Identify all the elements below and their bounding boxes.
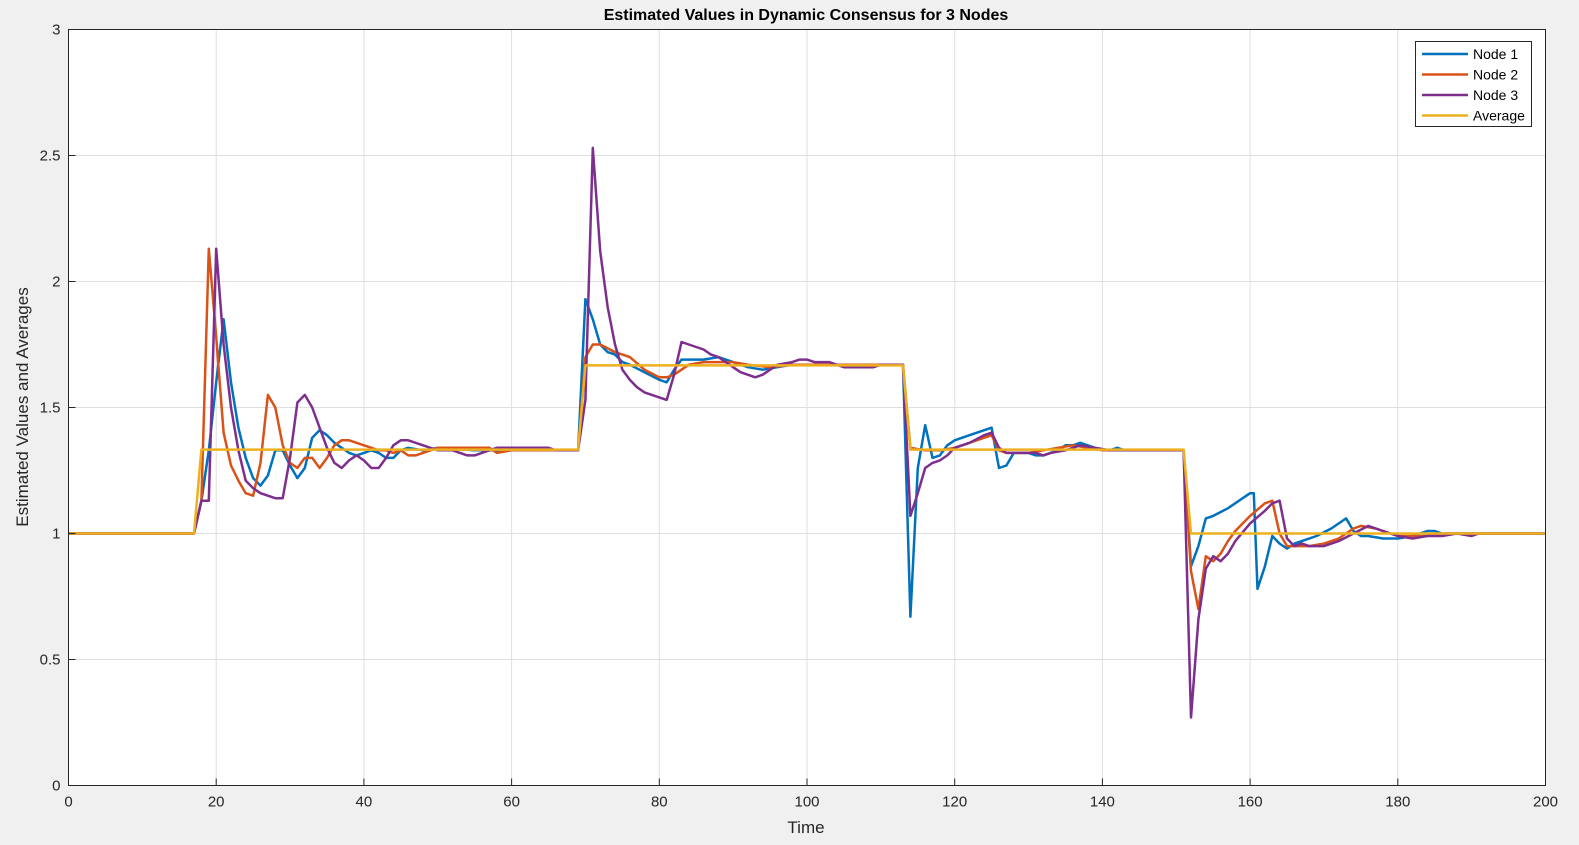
legend-item-node-2[interactable]: Node 2 — [1422, 67, 1518, 83]
legend[interactable]: Node 1 Node 2 Node 3 Average — [1415, 41, 1532, 127]
x-tick-label: 80 — [651, 794, 668, 811]
x-tick-label: 40 — [356, 794, 373, 811]
x-tick-label: 140 — [1090, 794, 1115, 811]
y-axis-label: Estimated Values and Averages — [13, 287, 32, 526]
y-tick-label: 3 — [52, 22, 60, 39]
legend-label: Average — [1473, 108, 1525, 124]
y-tick-label: 1.5 — [40, 400, 61, 417]
legend-label: Node 3 — [1473, 87, 1518, 103]
legend-box — [1415, 41, 1532, 127]
ticks — [68, 29, 1546, 786]
legend-label: Node 1 — [1473, 46, 1518, 62]
y-tick-label: 0 — [52, 778, 60, 795]
legend-item-node-1[interactable]: Node 1 — [1422, 46, 1518, 62]
x-tick-label: 180 — [1385, 794, 1410, 811]
legend-label: Node 2 — [1473, 67, 1518, 83]
x-tick-label: 120 — [942, 794, 967, 811]
tick-labels: 0 20 40 60 80 100 120 140 160 180 200 0 0.5 1 1.5 2 2.5 3 — [40, 22, 1558, 811]
x-tick-label: 0 — [64, 794, 72, 811]
plot-lines — [68, 146, 1546, 719]
series-line-node-3 — [68, 146, 1546, 719]
series-line-average — [68, 364, 1546, 535]
legend-item-average[interactable]: Average — [1422, 108, 1525, 124]
x-tick-label: 60 — [503, 794, 520, 811]
y-tick-label: 1 — [52, 526, 60, 543]
x-tick-label: 20 — [208, 794, 225, 811]
y-tick-label: 2.5 — [40, 148, 61, 165]
x-axis-label: Time — [787, 818, 824, 837]
x-tick-label: 100 — [794, 794, 819, 811]
y-tick-label: 0.5 — [40, 652, 61, 669]
y-tick-label: 2 — [52, 274, 60, 291]
grid — [68, 29, 1546, 786]
series-line-node-2 — [68, 247, 1546, 611]
x-tick-label: 200 — [1533, 794, 1558, 811]
chart-title: Estimated Values in Dynamic Consensus fo… — [604, 7, 1009, 24]
legend-item-node-3[interactable]: Node 3 — [1422, 87, 1518, 103]
x-tick-label: 160 — [1238, 794, 1263, 811]
